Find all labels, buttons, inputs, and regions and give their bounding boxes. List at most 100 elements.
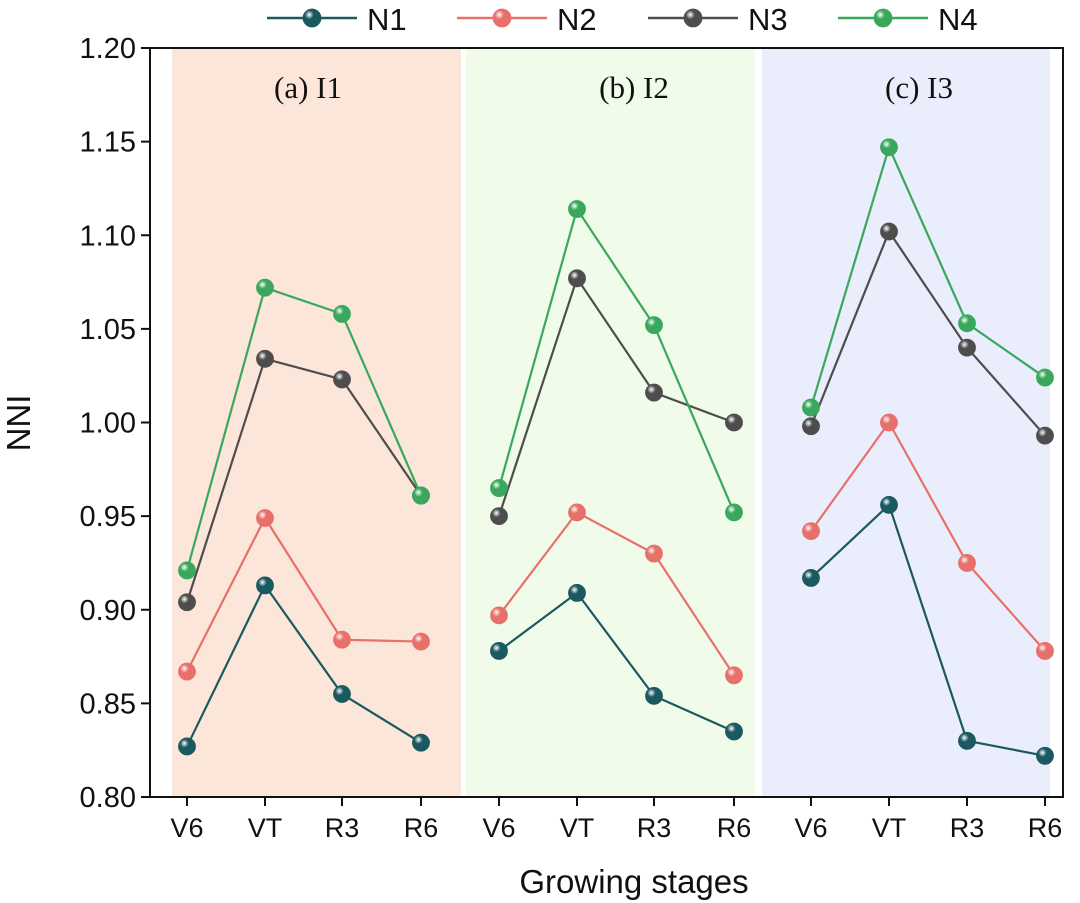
panel-background-2 [466,48,755,797]
point-n1-vt-panel-2 [568,583,586,602]
series-layer: (a) I1 (b) I2 (c) I3 [178,70,1054,765]
point-n3-r3-panel-2 [645,383,663,402]
legend-label-n3: N3 [748,2,788,37]
point-n1-r6-panel-2 [725,722,743,741]
panel-label-3: (c) I3 [885,70,953,105]
legend-item-n2: N2 [457,2,597,37]
legend-marker-n1 [302,8,322,28]
point-n3-v6-panel-1 [178,593,196,612]
x-tick-label: R3 [325,813,360,843]
point-n2-r6-panel-3 [1036,642,1054,660]
x-tick-label: V6 [170,813,203,843]
point-n1-r3-panel-2 [645,686,663,705]
series-line-n2-panel-1 [186,515,422,673]
point-n2-r6-panel-2 [725,666,743,685]
legend-marker-n4 [873,8,893,28]
y-tick-label: 0.80 [80,782,136,814]
x-axis-title: Growing stages [519,863,748,900]
legend-marker-n3 [683,8,703,28]
y-tick-label: 0.90 [80,595,136,627]
y-tick-label: 0.85 [80,688,136,720]
point-n4-v6-panel-2 [490,479,508,497]
panel-label-2: (b) I2 [599,70,669,105]
legend-marker-n2 [492,8,512,28]
legend-label-n4: N4 [938,2,978,37]
panel-label-1: (a) I1 [274,70,342,105]
legend: N1 N2 N3 N4 [267,2,978,37]
x-tick-label: VT [872,813,907,843]
legend-label-n2: N2 [557,2,597,37]
point-n2-r3-panel-1 [333,630,351,649]
legend-label-n1: N1 [367,2,407,37]
point-n3-v6-panel-2 [490,507,508,526]
point-n3-vt-panel-3 [880,222,898,241]
point-n1-r6-panel-1 [412,733,430,752]
point-n2-vt-panel-3 [880,413,898,432]
point-n1-v6-panel-1 [178,737,196,756]
point-n3-vt-panel-2 [568,269,586,288]
point-n1-v6-panel-2 [490,642,508,660]
point-n1-vt-panel-3 [880,495,898,514]
point-n1-vt-panel-1 [256,576,274,595]
point-n2-v6-panel-1 [178,662,196,681]
y-tick-label: 0.95 [80,501,136,533]
point-n2-v6-panel-3 [802,522,820,541]
point-n2-v6-panel-2 [490,606,508,625]
point-n2-r3-panel-3 [958,554,976,572]
point-n4-r6-panel-1 [412,486,430,505]
point-n1-v6-panel-3 [802,569,820,587]
point-n1-r3-panel-1 [333,685,351,703]
point-n4-v6-panel-3 [802,398,820,417]
point-n1-r3-panel-3 [958,731,976,750]
x-tick-label: R3 [637,813,672,843]
y-tick-label: 1.05 [80,314,136,346]
series-line-n4-panel-2 [497,206,736,513]
point-n4-r3-panel-1 [333,304,351,323]
series-line-n4-panel-3 [809,144,1046,408]
point-n2-r6-panel-1 [412,632,430,651]
series-line-n4-panel-1 [185,286,423,571]
y-tick-label: 1.10 [80,220,136,252]
point-n2-vt-panel-1 [256,509,274,527]
series-line-n3-panel-2 [497,275,735,517]
legend-item-n3: N3 [648,2,788,37]
x-tick-label: R6 [1028,813,1063,843]
point-n4-v6-panel-1 [178,561,196,580]
series-line-n1-panel-1 [186,583,422,747]
point-n4-r6-panel-3 [1036,368,1054,387]
point-n4-r3-panel-2 [645,316,663,335]
panel-2: (b) I2 [490,70,743,741]
panel-background-1 [172,48,461,797]
x-tick-label: R6 [717,813,752,843]
series-line-n3-panel-3 [809,229,1046,437]
y-tick-label: 1.15 [80,127,136,159]
x-tick-label: V6 [482,813,515,843]
point-n3-r3-panel-3 [958,338,976,357]
panel-3: (c) I3 [802,70,1054,765]
legend-item-n4: N4 [838,2,978,37]
point-n2-r3-panel-2 [645,544,663,563]
series-line-n2-panel-3 [810,420,1046,652]
point-n2-vt-panel-2 [568,503,586,522]
point-n3-r6-panel-3 [1036,426,1054,445]
axes: 0.80 0.85 0.90 0.95 1.00 1.05 1.10 1.15 1.20 V6 VT… [80,33,1064,843]
legend-item-n1: N1 [267,2,407,37]
x-tick-label: VT [560,813,595,843]
point-n3-r3-panel-1 [333,370,351,389]
point-n1-r6-panel-3 [1036,746,1054,765]
series-line-n3-panel-1 [185,357,422,603]
panel-1: (a) I1 [178,70,430,756]
x-tick-label: R6 [404,813,439,843]
x-tick-label: VT [248,813,283,843]
point-n3-r6-panel-2 [725,413,743,432]
point-n3-vt-panel-1 [256,349,274,368]
series-line-n1-panel-3 [810,502,1046,757]
x-tick-label: R3 [950,813,985,843]
point-n4-vt-panel-1 [256,278,274,297]
point-n3-v6-panel-3 [802,417,820,436]
point-n4-vt-panel-2 [568,200,586,218]
point-n4-r6-panel-2 [725,503,743,522]
point-n4-vt-panel-3 [880,138,898,157]
y-tick-label: 1.20 [80,33,136,65]
